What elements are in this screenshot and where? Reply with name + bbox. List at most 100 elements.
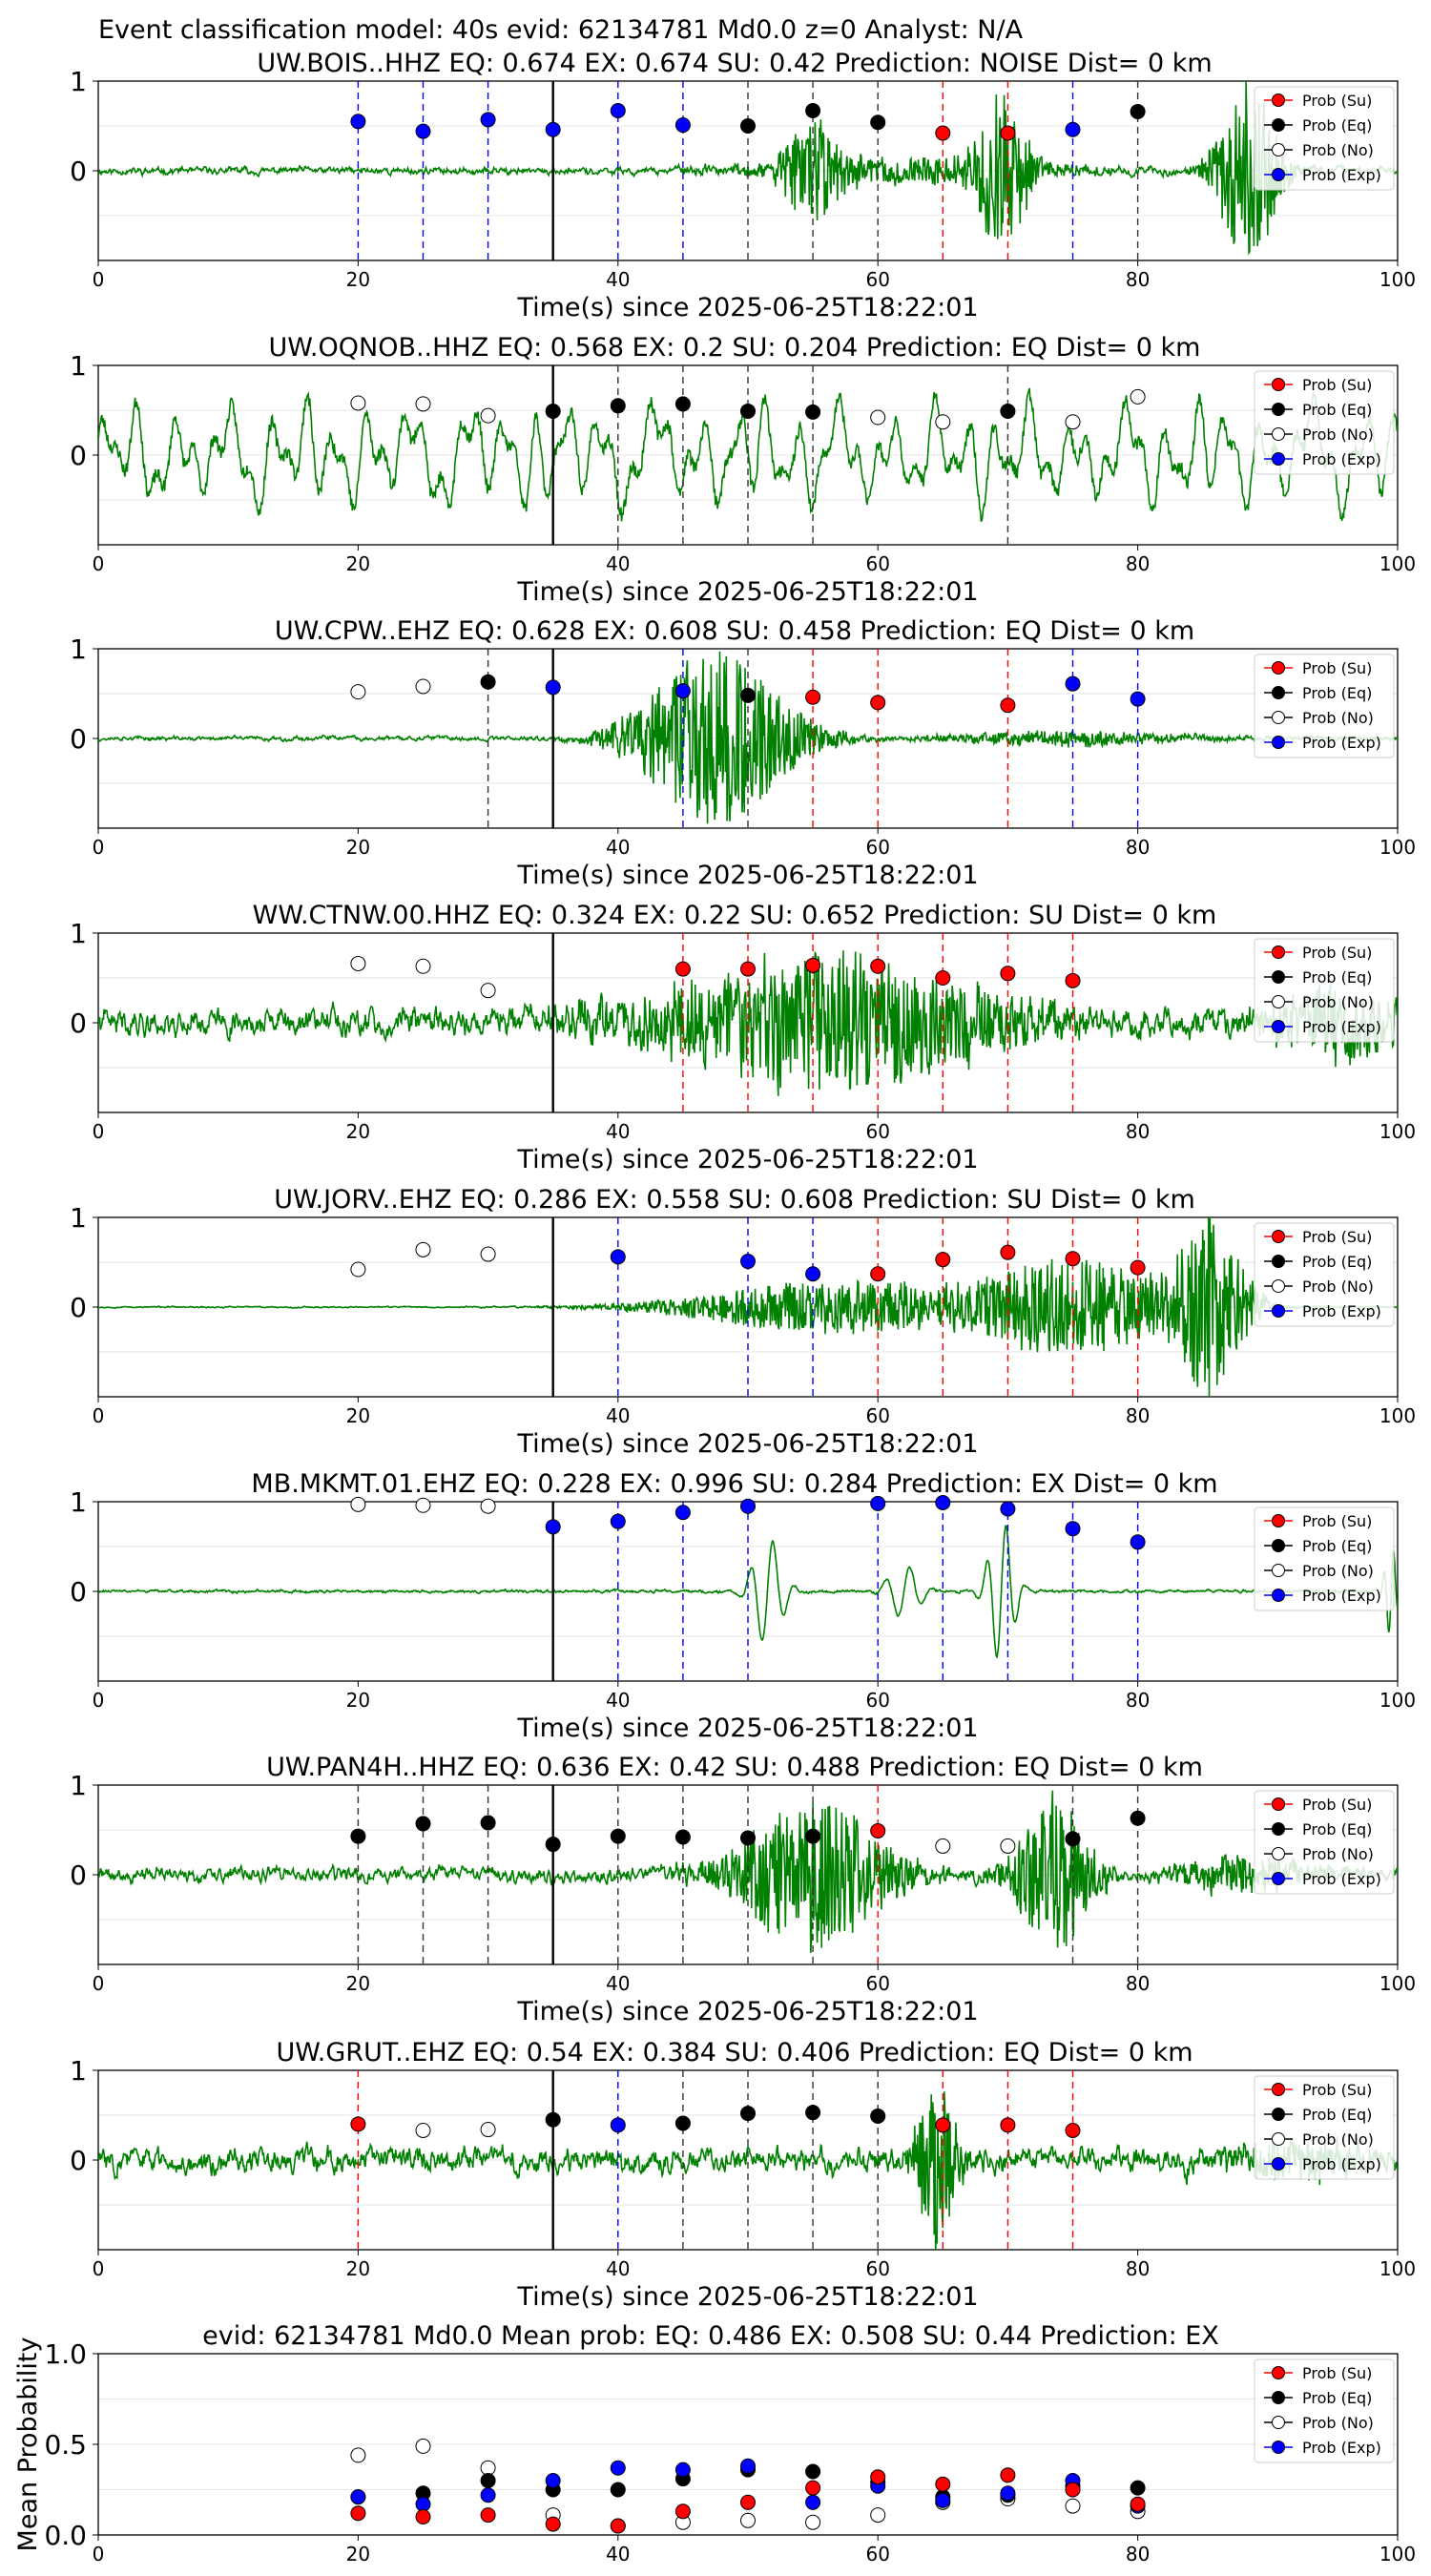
x-tick-label: 40 — [606, 2543, 630, 2566]
x-tick-label: 100 — [1379, 836, 1416, 859]
legend-label: Prob (Exp) — [1302, 450, 1381, 468]
prob-point-eq — [805, 103, 821, 119]
y-tick-label: 1 — [70, 1486, 87, 1518]
legend-label: Prob (Eq) — [1302, 1820, 1372, 1839]
prob-point-su — [350, 2116, 366, 2132]
prob-point-eq — [805, 404, 821, 420]
y-tick-label: 1.0 — [44, 2338, 87, 2370]
legend-marker-eq — [1272, 970, 1285, 984]
x-axis-label: Time(s) since 2025-06-25T18:22:01 — [516, 1429, 978, 1459]
panel-3: 0 20 40 60 80 100 UW.CPW..EHZ EQ: 0.628 EX: 0.… — [70, 616, 1416, 890]
x-tick-label: 80 — [1126, 2257, 1150, 2280]
y-tick-label: 0 — [70, 440, 87, 471]
x-axis-label: Time(s) since 2025-06-25T18:22:01 — [516, 293, 978, 322]
legend-marker-exp — [1272, 736, 1285, 749]
prob-point-eq — [870, 2108, 886, 2124]
prob-point-eq — [610, 398, 626, 414]
prob-point-eq — [350, 1828, 366, 1844]
legend-marker-no — [1272, 2132, 1285, 2146]
prob-point-eq — [805, 1828, 821, 1844]
mean-point-exp — [674, 2462, 691, 2478]
prob-point-exp — [350, 114, 366, 130]
legend-marker-su — [1272, 2366, 1285, 2379]
panel-title: MB.MKMT.01.EHZ EQ: 0.228 EX: 0.996 SU: 0… — [251, 1469, 1217, 1499]
figure-suptitle: Event classification model: 40s evid: 62… — [98, 15, 1024, 45]
prob-point-exp — [610, 1513, 626, 1529]
prob-point-eq — [740, 403, 756, 419]
legend-label: Prob (Su) — [1302, 1796, 1372, 1814]
x-tick-label: 0 — [93, 1689, 105, 1712]
legend-label: Prob (Eq) — [1302, 2389, 1372, 2407]
prob-point-su — [870, 1266, 886, 1282]
prob-point-su — [1130, 1259, 1146, 1276]
panel-title: UW.GRUT..EHZ EQ: 0.54 EX: 0.384 SU: 0.40… — [276, 2038, 1192, 2067]
mean-point-su — [480, 2507, 496, 2524]
prob-point-eq — [740, 1830, 756, 1846]
legend-marker-exp — [1272, 168, 1285, 181]
prob-point-su — [805, 957, 821, 973]
y-tick-label: 0 — [70, 1292, 87, 1323]
prob-point-su — [935, 970, 951, 986]
panel-7: 0 20 40 60 80 100 UW.PAN4H..HHZ EQ: 0.636 EX: … — [70, 1753, 1416, 2026]
prob-point-exp — [870, 1495, 886, 1511]
legend-label: Prob (Exp) — [1302, 1302, 1381, 1320]
legend-marker-eq — [1272, 2391, 1285, 2404]
prob-point-exp — [1130, 1534, 1146, 1550]
mean-point-no — [480, 2460, 496, 2476]
legend-box — [1254, 938, 1395, 1043]
legend-label: Prob (Exp) — [1302, 166, 1381, 184]
legend-label: Prob (Exp) — [1302, 1018, 1381, 1036]
legend-label: Prob (Su) — [1302, 1228, 1372, 1246]
x-axis-label: Time(s) since 2025-06-25T18:22:01 — [516, 1145, 978, 1174]
mean-point-no — [805, 2514, 821, 2530]
mean-point-eq — [1130, 2480, 1146, 2496]
x-tick-label: 0 — [93, 1404, 105, 1427]
legend-marker-exp — [1272, 1872, 1285, 1885]
prob-point-eq — [740, 2106, 756, 2122]
prob-point-no — [415, 958, 431, 974]
prob-point-su — [935, 125, 951, 141]
legend-box — [1254, 2075, 1395, 2180]
y-tick-label: 0.5 — [44, 2429, 87, 2461]
panel-6: 0 20 40 60 80 100 MB.MKMT.01.EHZ EQ: 0.228 EX:… — [70, 1469, 1416, 1743]
prob-point-eq — [740, 118, 756, 134]
legend-marker-su — [1272, 661, 1285, 675]
legend-marker-su — [1272, 1797, 1285, 1811]
legend-label: Prob (No) — [1302, 1562, 1374, 1580]
legend-marker-su — [1272, 93, 1285, 107]
legend-marker-su — [1272, 378, 1285, 391]
y-tick-label: 1 — [70, 918, 87, 949]
legend-marker-exp — [1272, 2441, 1285, 2454]
legend-box — [1254, 654, 1395, 758]
prob-point-no — [935, 1838, 951, 1854]
x-tick-label: 0 — [93, 2257, 105, 2280]
waveform-trace — [98, 651, 1398, 824]
legend-label: Prob (Eq) — [1302, 116, 1372, 135]
panel-title: UW.OQNOB..HHZ EQ: 0.568 EX: 0.2 SU: 0.20… — [269, 333, 1201, 363]
y-tick-label: 0 — [70, 1859, 87, 1891]
prob-point-su — [935, 2117, 951, 2133]
y-tick-label: 1 — [70, 1202, 87, 1234]
prob-point-exp — [610, 103, 626, 119]
prob-point-su — [870, 958, 886, 974]
y-axis-label: Mean Probability — [13, 2337, 43, 2552]
legend-label: Prob (Eq) — [1302, 684, 1372, 702]
prob-point-no — [480, 1498, 496, 1514]
mean-point-su — [1065, 2482, 1081, 2498]
prob-point-no — [350, 1496, 366, 1512]
mean-point-no — [1065, 2498, 1081, 2514]
legend-label: Prob (Su) — [1302, 92, 1372, 110]
x-tick-label: 40 — [606, 1404, 630, 1427]
legend-marker-no — [1272, 2416, 1285, 2429]
prob-point-exp — [1065, 675, 1081, 692]
x-tick-label: 100 — [1379, 268, 1416, 291]
prob-point-no — [415, 2122, 431, 2138]
mean-point-su — [1130, 2496, 1146, 2512]
waveform-trace — [98, 1525, 1398, 1659]
x-tick-label: 80 — [1126, 1120, 1150, 1143]
legend-marker-no — [1272, 995, 1285, 1008]
legend-label: Prob (No) — [1302, 1845, 1374, 1863]
legend-box — [1254, 1506, 1395, 1611]
